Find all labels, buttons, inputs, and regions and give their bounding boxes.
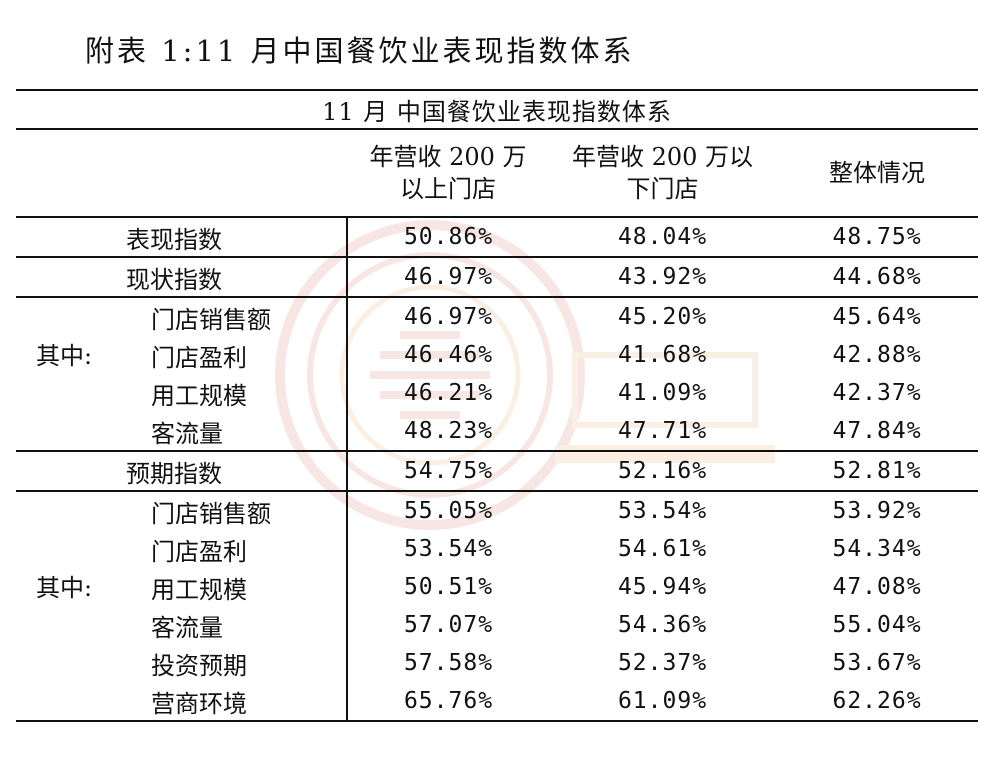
cell-value: 47.71% — [549, 412, 776, 452]
header-large-line2: 以上门店 — [400, 175, 496, 203]
cell-value: 44.68% — [776, 257, 979, 298]
table-row: 投资预期 57.58% 52.37% 53.67% — [16, 644, 978, 682]
cell-value: 42.88% — [832, 342, 922, 368]
cell-value: 50.51% — [403, 574, 494, 600]
cell-value: 43.92% — [549, 257, 776, 298]
row-label-with-group: 其中: 门店盈利 — [16, 336, 348, 374]
header-small-line2: 下门店 — [626, 175, 699, 203]
row-label: 门店销售额 — [16, 491, 348, 530]
row-label: 门店销售额 — [16, 297, 348, 336]
table-row-expectation: 预期指数 54.75% 52.16% 52.81% — [16, 451, 979, 492]
cell-value: 46.97% — [347, 257, 549, 298]
table-title-row: 11 月 中国餐饮业表现指数体系 — [16, 89, 979, 130]
cell-value: 55.04% — [832, 612, 922, 638]
header-small-stores: 年营收 200 万以 下门店 — [549, 129, 776, 218]
row-label: 客流量 — [16, 412, 348, 452]
cell-value: 54.36% — [617, 612, 708, 638]
index-table-wrapper: 11 月 中国餐饮业表现指数体系 年营收 200 万 以上门店 年营收 200 … — [16, 89, 979, 722]
cell-value: 53.54% — [403, 536, 494, 562]
row-label: 用工规模 — [16, 374, 348, 412]
cell-value: 52.16% — [549, 451, 776, 492]
cell-value: 54.34% — [832, 536, 922, 562]
row-label: 客流量 — [16, 606, 348, 644]
row-label: 用工规模 — [151, 575, 247, 604]
cell-value: 54.61% — [617, 536, 708, 562]
cell-value: 53.54% — [617, 498, 708, 524]
cell-value: 46.46% — [403, 342, 494, 368]
cell-value: 55.05% — [403, 498, 494, 524]
cell-value: 41.09% — [617, 380, 708, 406]
cell-value: 53.67% — [832, 650, 922, 676]
cell-value: 52.81% — [776, 451, 979, 492]
group-label-current: 其中: — [36, 342, 93, 370]
header-row: 年营收 200 万 以上门店 年营收 200 万以 下门店 整体情况 — [16, 129, 979, 218]
cell-value: 42.37% — [832, 380, 922, 406]
row-label: 表现指数 — [16, 217, 348, 258]
table-row: 门店盈利 53.54% 54.61% 54.34% — [16, 530, 978, 568]
header-overall: 整体情况 — [776, 129, 979, 218]
cell-value: 54.75% — [347, 451, 549, 492]
cell-value: 50.86% — [347, 217, 549, 258]
table-row-performance: 表现指数 50.86% 48.04% 48.75% — [16, 217, 979, 258]
table-row: 用工规模 46.21% 41.09% 42.37% — [16, 374, 978, 412]
table-row: 客流量 57.07% 54.36% 55.04% — [16, 606, 978, 644]
table-row: 客流量 48.23% 47.71% 47.84% — [16, 412, 979, 452]
cell-value: 48.75% — [776, 217, 979, 258]
cell-value: 46.21% — [403, 380, 494, 406]
header-small-line1: 年营收 200 万以 — [571, 143, 754, 171]
header-empty-cell — [16, 129, 347, 218]
group-label-expectation: 其中: — [36, 574, 93, 602]
row-label-with-group: 其中: 用工规模 — [16, 568, 348, 606]
cell-value: 52.37% — [617, 650, 708, 676]
cell-value: 53.92% — [832, 498, 922, 524]
table-row: 其中: 用工规模 50.51% 45.94% 47.08% — [16, 568, 978, 606]
table-caption: 附表 1:11 月中国餐饮业表现指数体系 — [85, 34, 635, 68]
table-row: 门店销售额 46.97% 45.20% 45.64% — [16, 297, 978, 336]
table-row: 其中: 门店盈利 46.46% 41.68% 42.88% — [16, 336, 978, 374]
cell-value: 48.23% — [347, 412, 549, 452]
cell-value: 47.84% — [776, 412, 979, 452]
table-row: 营商环境 65.76% 61.09% 62.26% — [16, 682, 979, 722]
cell-value: 45.20% — [617, 304, 708, 330]
cell-value: 57.07% — [403, 612, 494, 638]
cell-value: 65.76% — [347, 682, 549, 722]
row-label: 预期指数 — [16, 451, 348, 492]
table-title: 11 月 中国餐饮业表现指数体系 — [16, 89, 979, 130]
index-table: 11 月 中国餐饮业表现指数体系 年营收 200 万 以上门店 年营收 200 … — [16, 89, 979, 722]
table-row-current: 现状指数 46.97% 43.92% 44.68% — [16, 257, 979, 298]
cell-value: 57.58% — [403, 650, 494, 676]
cell-value: 48.04% — [549, 217, 776, 258]
row-label: 门店盈利 — [151, 343, 247, 372]
cell-value: 61.09% — [549, 682, 776, 722]
header-large-line1: 年营收 200 万 — [369, 143, 527, 171]
cell-value: 45.94% — [617, 574, 708, 600]
row-label: 营商环境 — [16, 682, 348, 722]
cell-value: 45.64% — [832, 304, 922, 330]
table-row: 门店销售额 55.05% 53.54% 53.92% — [16, 491, 978, 530]
cell-value: 46.97% — [403, 304, 494, 330]
row-label: 门店盈利 — [16, 530, 348, 568]
cell-value: 62.26% — [776, 682, 979, 722]
row-label: 投资预期 — [16, 644, 348, 682]
cell-value: 41.68% — [617, 342, 708, 368]
row-label: 现状指数 — [16, 257, 348, 298]
cell-value: 47.08% — [832, 574, 922, 600]
header-large-stores: 年营收 200 万 以上门店 — [347, 129, 549, 218]
